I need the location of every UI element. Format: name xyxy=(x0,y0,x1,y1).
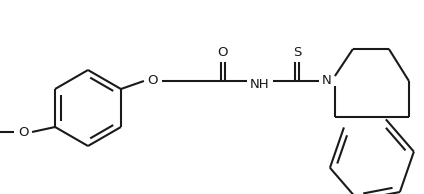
Text: S: S xyxy=(293,46,301,59)
Text: O: O xyxy=(148,74,158,87)
Text: O: O xyxy=(218,46,228,59)
Text: NH: NH xyxy=(250,77,270,90)
Text: N: N xyxy=(322,74,332,87)
Text: O: O xyxy=(18,126,28,139)
